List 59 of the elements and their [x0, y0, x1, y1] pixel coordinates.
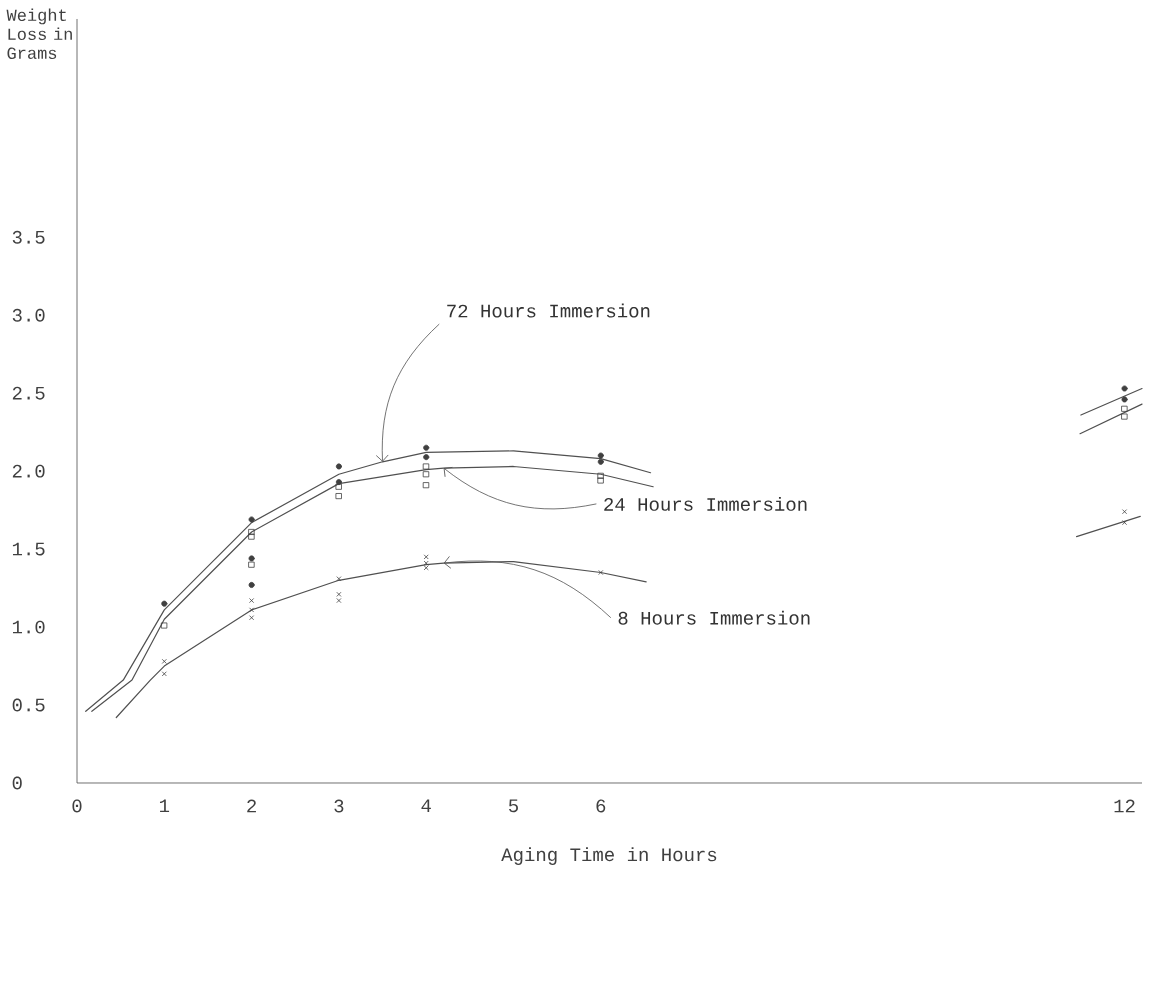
series-label: 8 Hours Immersion: [618, 610, 810, 625]
y-tick-label: 2.5: [12, 386, 45, 400]
point: [336, 598, 342, 603]
point: [423, 471, 430, 478]
point: [336, 576, 342, 581]
text: 72 Hours Immersion: [447, 303, 650, 318]
point: [423, 444, 430, 451]
x-tick-label: 5: [508, 799, 518, 813]
point: [249, 607, 254, 613]
point: [248, 528, 255, 535]
point: [423, 554, 429, 560]
point: [335, 463, 342, 470]
y-axis-title: Weight Loss in Grams: [6, 8, 72, 60]
point: [161, 600, 168, 607]
point: [248, 516, 255, 523]
point: [248, 555, 255, 562]
x-tick-label: 1: [159, 799, 170, 813]
point: [597, 452, 604, 459]
point: [249, 598, 254, 603]
point: [335, 483, 342, 490]
point: [336, 592, 342, 597]
y-tick-label: 0: [12, 776, 22, 790]
x-tick-label: 12: [1114, 799, 1135, 813]
point: [161, 622, 168, 629]
point: [598, 570, 604, 575]
point: [162, 659, 167, 664]
point: [597, 458, 604, 465]
point: [1121, 405, 1128, 412]
point: [423, 565, 429, 571]
point: [597, 472, 604, 479]
point: [1121, 413, 1128, 420]
series-label: 24 Hours Immersion: [604, 496, 807, 511]
y-tick-label: 3.0: [12, 308, 45, 322]
y-tick-label: 3.5: [12, 230, 45, 244]
point: [248, 561, 255, 568]
x-tick-label: 2: [247, 799, 256, 813]
x-tick-label: 0: [72, 799, 82, 813]
y-tick-label: 1.5: [12, 542, 45, 556]
point: [248, 581, 255, 588]
point: [162, 671, 167, 677]
point: [423, 482, 430, 489]
point: [335, 493, 342, 500]
y-tick-label: 2.0: [12, 464, 45, 478]
point: [1122, 520, 1127, 525]
point: [1121, 396, 1128, 403]
point: [1122, 509, 1127, 514]
y-tick-label: 0.5: [12, 698, 45, 712]
x-tick-label: 6: [596, 799, 606, 813]
point: [423, 454, 430, 461]
x-axis-title: Aging Time in Hours: [501, 847, 717, 865]
point: [423, 463, 430, 470]
point: [1121, 385, 1128, 392]
y-tick-label: 1.0: [12, 620, 45, 634]
point: [423, 560, 429, 566]
point: [249, 615, 254, 620]
point: [597, 477, 604, 484]
x-tick-label: 4: [421, 799, 431, 813]
point: [248, 533, 255, 540]
x-tick-label: 3: [334, 799, 344, 813]
